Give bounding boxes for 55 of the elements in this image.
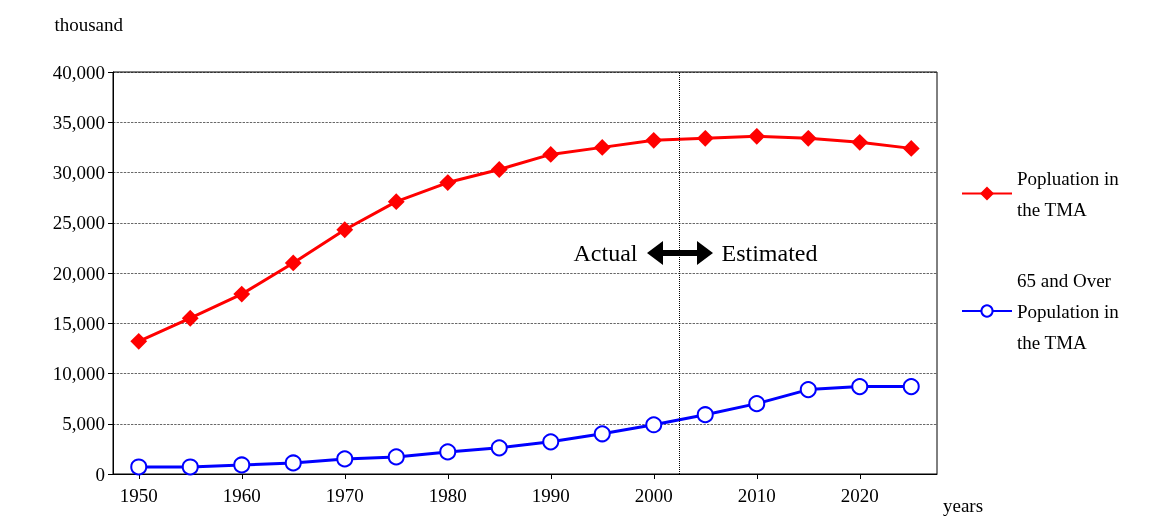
point bbox=[696, 406, 714, 424]
point bbox=[851, 134, 868, 151]
point bbox=[336, 450, 354, 468]
x-tick-label: 1960 bbox=[222, 485, 261, 506]
point bbox=[439, 443, 457, 461]
point bbox=[181, 458, 199, 476]
y-tick-label: 0 bbox=[95, 463, 105, 485]
x-tick-label: 1950 bbox=[119, 485, 158, 506]
point bbox=[645, 132, 662, 149]
point bbox=[748, 128, 765, 145]
x-tick-label: 1990 bbox=[531, 485, 570, 506]
point bbox=[388, 193, 405, 210]
point bbox=[593, 425, 611, 443]
point bbox=[285, 254, 302, 271]
point bbox=[130, 333, 147, 350]
point bbox=[336, 221, 353, 238]
x-tick-label: 1970 bbox=[325, 485, 364, 506]
point bbox=[800, 130, 817, 147]
point bbox=[799, 381, 817, 399]
y-tick-label: 30,000 bbox=[52, 162, 105, 183]
point bbox=[284, 454, 302, 472]
x-tick-label: 2000 bbox=[634, 485, 673, 506]
annotation: Actual bbox=[573, 239, 638, 266]
y-tick-label: 40,000 bbox=[52, 61, 105, 83]
point bbox=[130, 458, 148, 476]
point bbox=[491, 161, 508, 178]
point bbox=[542, 433, 560, 451]
x-tick-label: 1980 bbox=[428, 485, 467, 506]
point bbox=[233, 286, 250, 303]
point bbox=[594, 139, 611, 156]
annotation: Estimated bbox=[721, 239, 818, 266]
point bbox=[387, 448, 405, 466]
x-axis-title: years bbox=[943, 495, 984, 516]
point bbox=[851, 378, 869, 396]
legend-label: Popluation in the TMA bbox=[1017, 167, 1124, 220]
point bbox=[748, 395, 766, 413]
x-tick-label: 2010 bbox=[737, 485, 776, 506]
point bbox=[439, 174, 456, 191]
x-tick-label: 2020 bbox=[840, 485, 879, 506]
point bbox=[233, 456, 251, 474]
y-tick-label: 20,000 bbox=[52, 262, 105, 284]
point bbox=[902, 378, 920, 396]
point bbox=[182, 310, 199, 327]
y-tick-label: 15,000 bbox=[52, 312, 105, 334]
legend-label: 65 and Over Population in the TMA bbox=[1017, 269, 1124, 353]
point bbox=[903, 140, 920, 157]
y-tick-label: 10,000 bbox=[52, 363, 105, 384]
y-tick-label: 5,000 bbox=[62, 413, 105, 435]
y-tick-label: 35,000 bbox=[52, 111, 105, 133]
y-axis-title: thousand bbox=[54, 14, 124, 35]
point bbox=[490, 439, 508, 457]
point bbox=[645, 416, 663, 434]
point bbox=[542, 146, 559, 163]
point bbox=[697, 130, 714, 147]
y-tick-label: 25,000 bbox=[52, 212, 105, 234]
